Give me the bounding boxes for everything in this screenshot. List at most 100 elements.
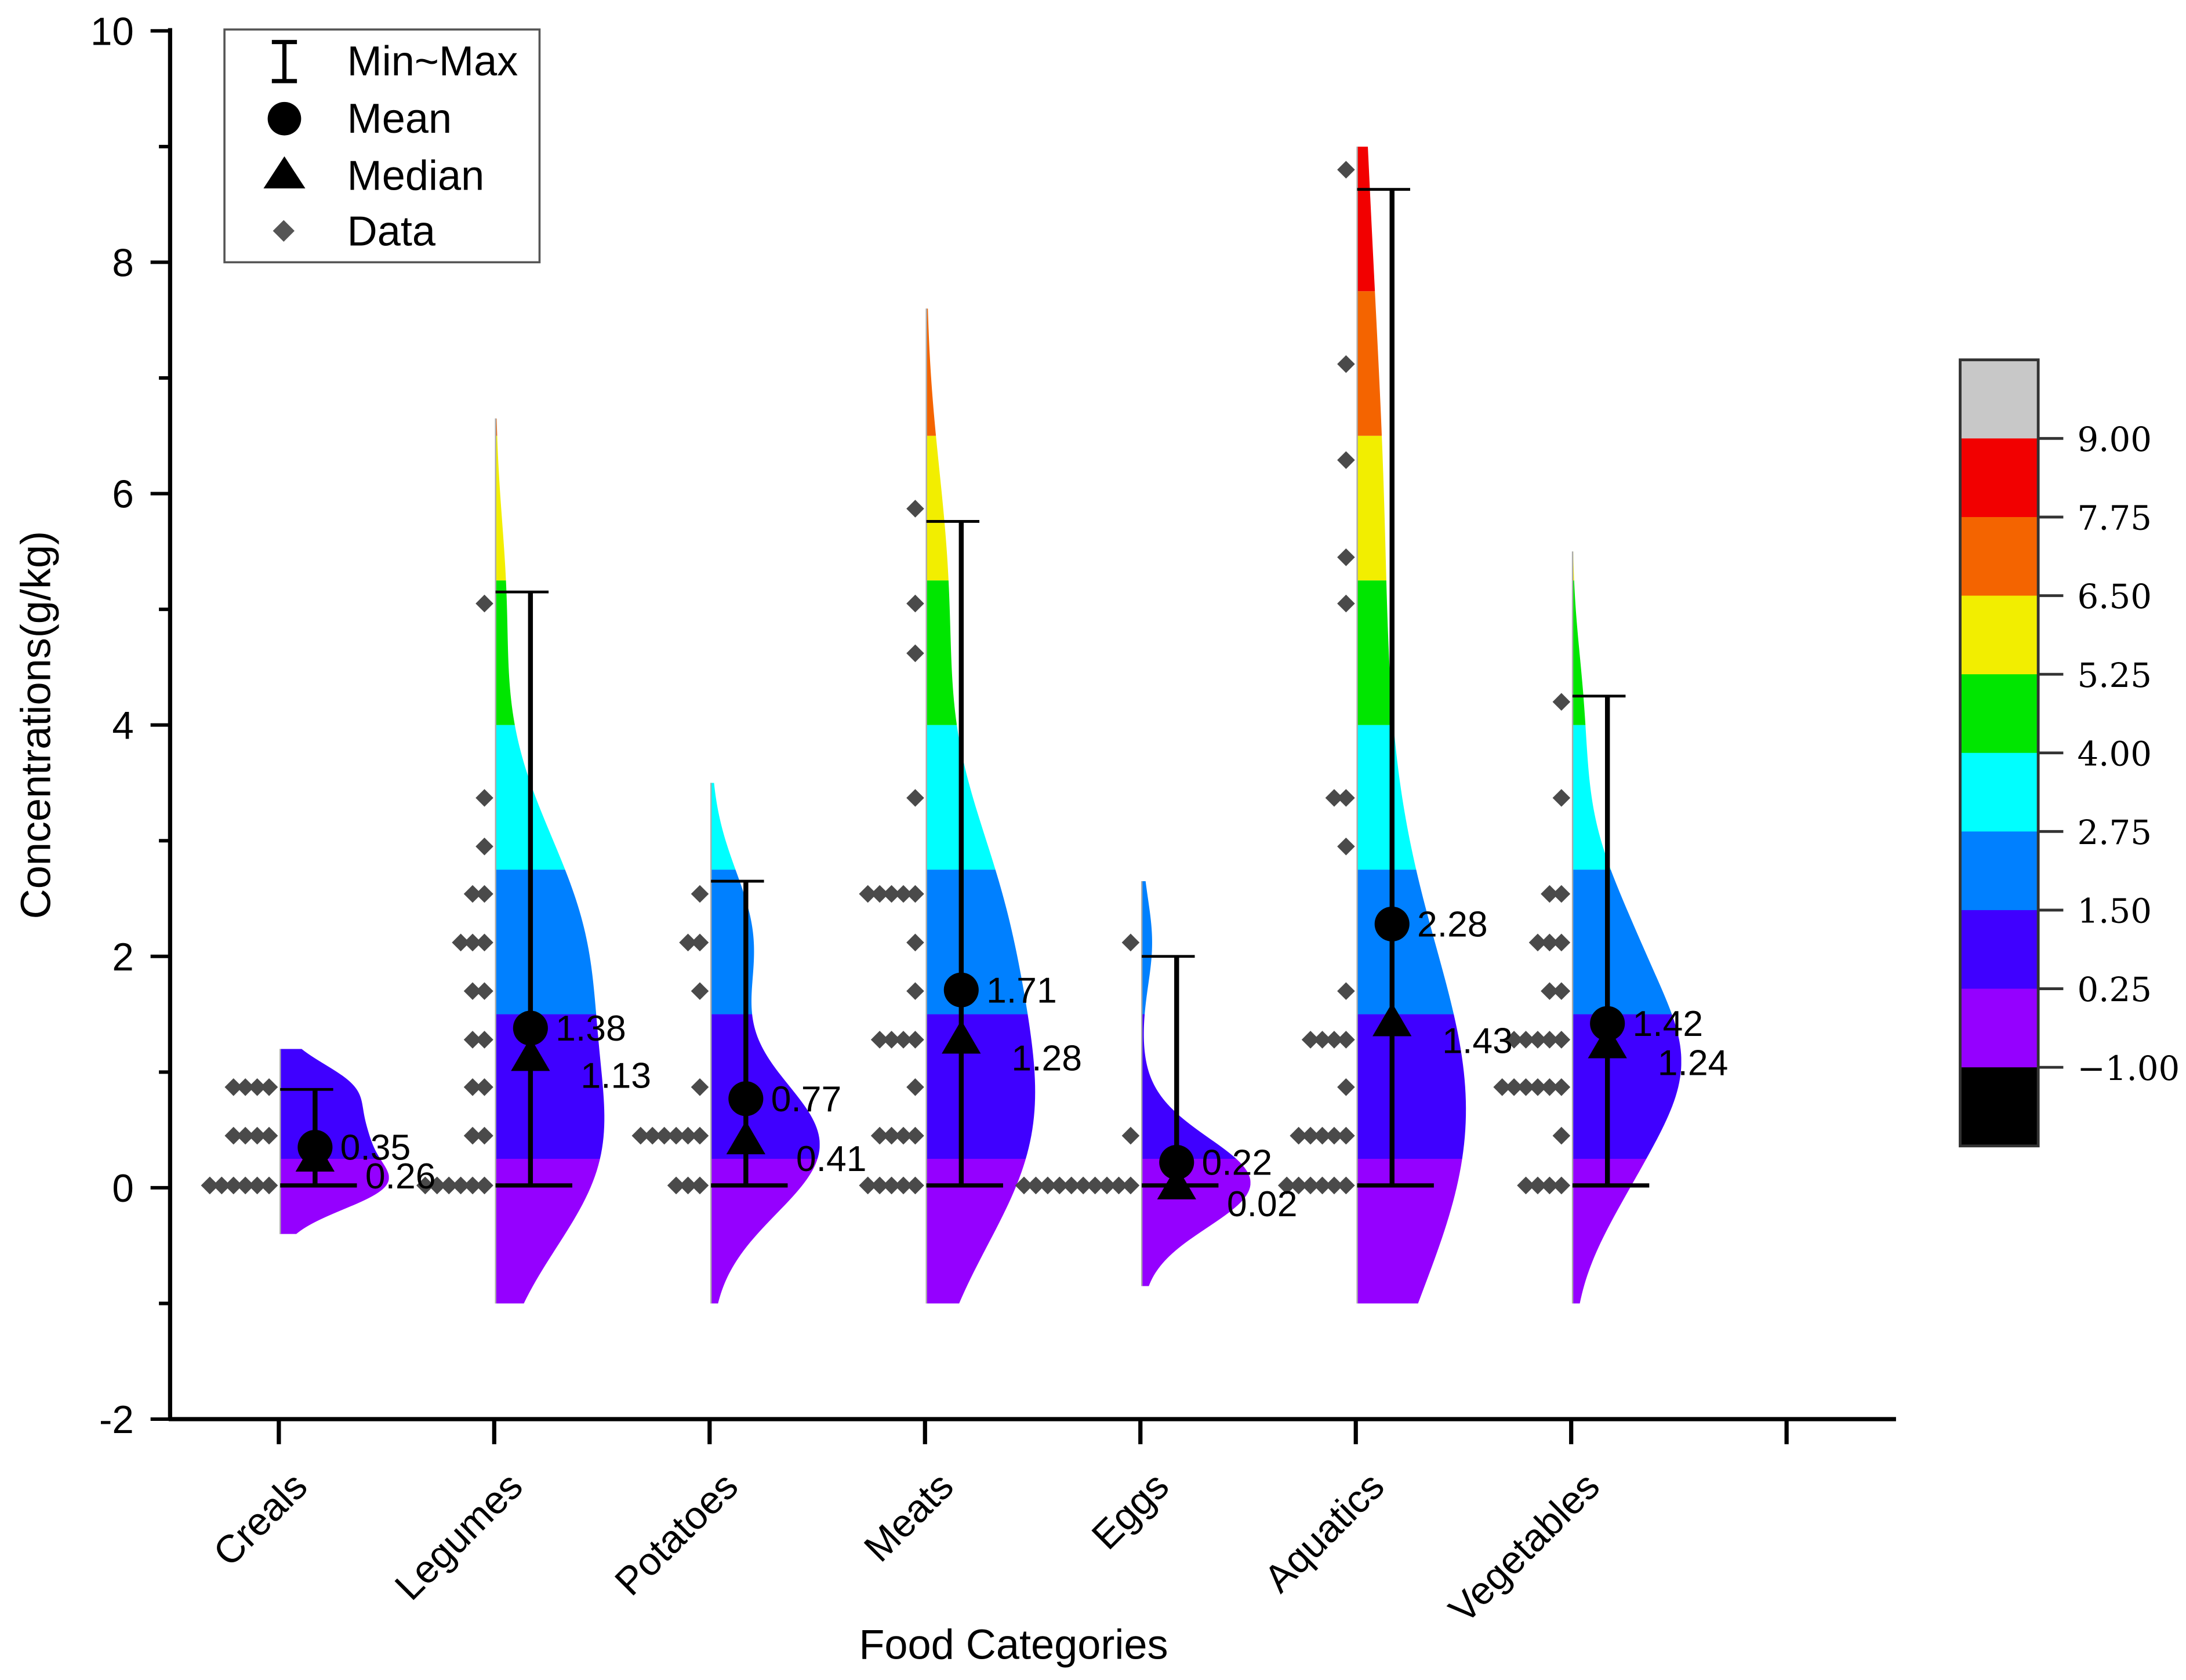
legend-label: Median xyxy=(347,152,485,199)
violin-legumes xyxy=(495,418,605,1304)
data-point xyxy=(1290,1126,1308,1145)
violin-band xyxy=(926,725,1036,870)
data-point xyxy=(906,644,924,663)
data-point xyxy=(1517,1176,1535,1195)
mean-label: 0.35 xyxy=(340,1128,411,1168)
colorbar-label: 5.25 xyxy=(2077,656,2151,695)
data-point xyxy=(1337,982,1355,1000)
data-point xyxy=(906,789,924,807)
data-point xyxy=(883,1031,900,1049)
median-marker xyxy=(1157,1166,1196,1199)
data-point xyxy=(655,1126,673,1145)
colorbar-label: 7.75 xyxy=(2077,499,2151,538)
data-point xyxy=(894,1126,913,1145)
data-point xyxy=(1541,982,1559,1000)
data-point xyxy=(236,1126,255,1145)
legend-circle-icon xyxy=(267,101,302,136)
data-point xyxy=(894,1031,913,1049)
mean-marker xyxy=(1590,1006,1625,1041)
data-point xyxy=(1505,1031,1523,1049)
violin-band xyxy=(495,418,605,436)
data-point xyxy=(1015,1176,1033,1195)
mean-label: 1.38 xyxy=(555,1008,626,1049)
legend-label: Min~Max xyxy=(347,38,518,85)
stat-markers: 0.350.26 1.38 1.13 0.77 0.41 1.71 1.28 0.220.02… xyxy=(280,188,1728,1224)
data-point xyxy=(1541,1031,1559,1049)
legend: Min~Max Mean Median Data xyxy=(223,28,541,264)
violin-band xyxy=(926,1014,1036,1159)
violin-band xyxy=(926,435,1036,581)
mean-label: 0.22 xyxy=(1202,1143,1273,1183)
colorbar-segment xyxy=(1960,595,2039,675)
violin-band xyxy=(711,870,820,1014)
data-point xyxy=(201,1176,219,1195)
y-axis-title: Concentrations(g/kg) xyxy=(13,531,60,919)
data-point xyxy=(906,982,924,1000)
legend-errorbar-icon xyxy=(271,39,297,83)
data-point xyxy=(1552,693,1571,711)
violin-band xyxy=(711,783,820,870)
y-tick-label: 0 xyxy=(112,1167,133,1210)
data-point xyxy=(1337,548,1355,566)
median-marker xyxy=(726,1121,765,1155)
data-point xyxy=(906,500,924,518)
data-point xyxy=(1337,837,1355,856)
data-point xyxy=(679,1176,697,1195)
median-label: 1.28 xyxy=(1011,1038,1082,1078)
colorbar-label: 9.00 xyxy=(2077,420,2151,459)
data-point xyxy=(1301,1126,1320,1145)
data-point xyxy=(1541,885,1559,903)
violin-band xyxy=(1357,291,1466,436)
data-point xyxy=(1062,1176,1081,1195)
data-point xyxy=(463,1031,482,1049)
violin-band xyxy=(1573,725,1682,870)
median-label: 0.02 xyxy=(1227,1184,1298,1224)
data-point xyxy=(906,1031,924,1049)
data-point xyxy=(1301,1176,1320,1195)
violin-band xyxy=(926,580,1036,725)
violin-band xyxy=(495,1014,605,1159)
y-tick-label: 8 xyxy=(112,241,133,285)
x-tick-label: Potatoes xyxy=(607,1464,746,1604)
median-label: 0.41 xyxy=(796,1139,867,1179)
data-point xyxy=(463,1078,482,1096)
x-axis-title: Food Categories xyxy=(859,1622,1168,1668)
data-point xyxy=(224,1078,243,1096)
violin-meats xyxy=(926,308,1036,1304)
data-point xyxy=(906,594,924,613)
data-point xyxy=(475,837,493,856)
violin-band xyxy=(1357,725,1466,870)
median-label: 1.43 xyxy=(1442,1020,1513,1061)
data-point xyxy=(1552,1126,1571,1145)
legend-box xyxy=(223,28,541,264)
colorbar-segment xyxy=(1960,1067,2039,1147)
colorbar-segment xyxy=(1960,438,2039,518)
x-tick-label: Vegetables xyxy=(1441,1464,1608,1632)
violin-band xyxy=(1573,870,1682,1014)
data-point xyxy=(1313,1031,1331,1049)
mean-marker xyxy=(513,1010,548,1046)
colorbar-label: 4.00 xyxy=(2077,734,2151,773)
data-point xyxy=(691,1126,709,1145)
violin-band xyxy=(495,1158,605,1304)
colorbar-segment xyxy=(1960,831,2039,911)
colorbar-label: 1.50 xyxy=(2077,892,2151,931)
data-point xyxy=(870,1126,889,1145)
x-tick-label: Legumes xyxy=(387,1464,531,1609)
data-point xyxy=(1313,1126,1331,1145)
violin-band xyxy=(1142,881,1251,1014)
data-point xyxy=(1337,1078,1355,1096)
mean-marker xyxy=(1374,906,1410,941)
data-point xyxy=(1528,1031,1547,1049)
data-point xyxy=(691,982,709,1000)
mean-marker xyxy=(297,1129,333,1165)
data-point xyxy=(1337,355,1355,373)
data-point xyxy=(859,1176,877,1195)
data-point xyxy=(691,1078,709,1096)
violin-band xyxy=(1357,146,1466,292)
data-point xyxy=(475,594,493,613)
data-point xyxy=(679,933,697,952)
data-point xyxy=(1493,1078,1511,1096)
